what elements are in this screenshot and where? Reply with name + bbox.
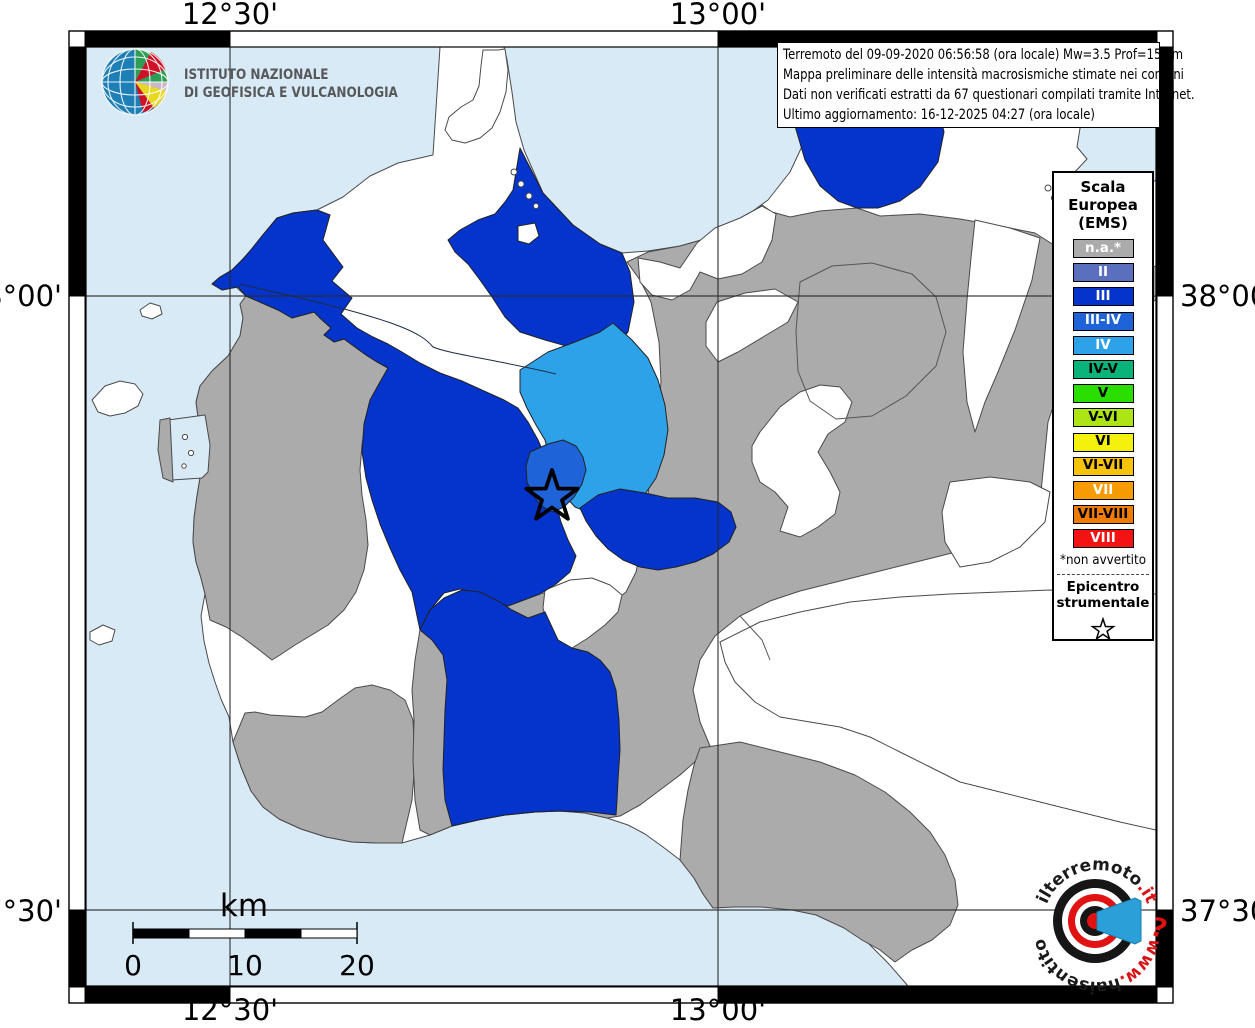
map-frame bbox=[68, 30, 1174, 1004]
scalebar-label-0: 0 bbox=[124, 949, 142, 982]
epicenter-star bbox=[524, 468, 580, 521]
axis-left-upper: 38°00' bbox=[0, 279, 62, 313]
ingv-name-line1: ISTITUTO NAZIONALE bbox=[184, 67, 328, 83]
region-white bbox=[719, 589, 1157, 831]
info-line-data: Dati non verificati estratti da 67 quest… bbox=[783, 87, 1195, 103]
region-white bbox=[751, 384, 853, 538]
hsit-question-mark: ? bbox=[1147, 912, 1171, 945]
legend-epicenter-label: Epicentro strumentale bbox=[1056, 579, 1150, 612]
region-iii bbox=[419, 589, 621, 827]
islet bbox=[181, 433, 189, 441]
legend-entry-v: V bbox=[1072, 384, 1134, 404]
ingv-globe-icon bbox=[101, 48, 169, 116]
axis-left-lower: 37°30' bbox=[0, 894, 62, 928]
island bbox=[91, 380, 144, 417]
legend-entry-na: n.a.* bbox=[1072, 239, 1134, 258]
hsit-megaphone-icon bbox=[1096, 897, 1142, 945]
region-white bbox=[941, 476, 1051, 568]
region-iii bbox=[579, 488, 737, 571]
legend-entry-iii: III bbox=[1072, 287, 1134, 307]
axis-top-right: 13°00' bbox=[670, 0, 766, 31]
islet bbox=[1044, 184, 1052, 192]
hsit-bullseye-icon bbox=[1053, 879, 1142, 963]
region-white bbox=[705, 288, 799, 363]
island bbox=[89, 624, 116, 646]
haisentitoilterremoto-logo: ilterremoto.it www.haisentito ? bbox=[1025, 848, 1175, 1002]
legend-entries: n.a.* II III III-IV IV IV-V V V-VI VI VI… bbox=[1054, 239, 1152, 549]
islet bbox=[525, 192, 533, 200]
legend-entry-vii: VII bbox=[1072, 480, 1134, 500]
ingv-logo: ISTITUTO NAZIONALE DI GEOFISICA E VULCAN… bbox=[96, 44, 536, 128]
region-na bbox=[232, 684, 416, 844]
region-white bbox=[637, 205, 777, 301]
map-body bbox=[85, 46, 1157, 987]
legend-entry-vii-viii: VII-VIII bbox=[1072, 505, 1134, 525]
region-iii-hole bbox=[517, 222, 540, 245]
scalebar-label-20: 20 bbox=[339, 949, 375, 982]
island bbox=[139, 302, 163, 320]
islet bbox=[532, 202, 540, 210]
river bbox=[239, 283, 557, 375]
ingv-name-line2: DI GEOFISICA E VULCANOLOGIA bbox=[184, 85, 399, 101]
legend-entry-vi-vii: VI-VII bbox=[1072, 456, 1134, 476]
legend-entry-iii-iv: III-IV bbox=[1072, 311, 1134, 331]
legend-separator bbox=[1057, 574, 1149, 576]
earthquake-info-box: Terremoto del 09-09-2020 06:56:58 (ora l… bbox=[777, 42, 1195, 128]
legend-entry-iv: IV bbox=[1072, 335, 1134, 355]
scalebar-label-10: 10 bbox=[227, 949, 263, 982]
legend-entry-v-vi: V-VI bbox=[1072, 408, 1134, 428]
region-na-se-peninsula bbox=[679, 741, 959, 963]
legend-entry-ii: II bbox=[1072, 263, 1134, 283]
legend-entry-viii: VIII bbox=[1072, 529, 1134, 549]
islet bbox=[181, 463, 187, 469]
legend-entry-vi: VI bbox=[1072, 432, 1134, 452]
legend-entry-iv-v: IV-V bbox=[1072, 359, 1134, 379]
hook-peninsula bbox=[444, 48, 509, 144]
graticule bbox=[86, 47, 1156, 986]
legend-panel: Scala Europea (EMS) n.a.* II III III-IV … bbox=[1052, 171, 1154, 642]
axis-right-upper: 38°00' bbox=[1180, 279, 1255, 313]
axis-right-lower: 37°30' bbox=[1180, 894, 1255, 928]
axis-top-left: 12°30' bbox=[182, 0, 278, 31]
info-line-map: Mappa preliminare delle intensità macros… bbox=[783, 67, 1184, 83]
legend-title: Scala Europea (EMS) bbox=[1068, 178, 1138, 232]
axis-bottom-right: 13°00' bbox=[670, 993, 766, 1024]
region-iii bbox=[447, 147, 635, 353]
internal-boundaries bbox=[239, 262, 947, 661]
islet bbox=[510, 168, 518, 176]
epicenter-star-icon bbox=[1090, 617, 1116, 642]
regions-white bbox=[542, 205, 1157, 831]
islet bbox=[517, 180, 525, 188]
info-line-update: Ultimo aggiornamento: 16-12-2025 04:27 (… bbox=[783, 107, 1095, 123]
islet bbox=[187, 449, 195, 457]
legend-footnote: *non avvertito bbox=[1059, 553, 1147, 569]
scalebar-unit: km bbox=[220, 888, 268, 924]
scalebar: km 0 10 20 bbox=[124, 888, 375, 982]
islands bbox=[89, 48, 1058, 646]
info-line-event: Terremoto del 09-09-2020 06:56:58 (ora l… bbox=[783, 47, 1184, 63]
axis-bottom-left: 12°30' bbox=[182, 993, 278, 1024]
region-white bbox=[962, 219, 1041, 433]
lagoon-spit bbox=[157, 417, 174, 483]
